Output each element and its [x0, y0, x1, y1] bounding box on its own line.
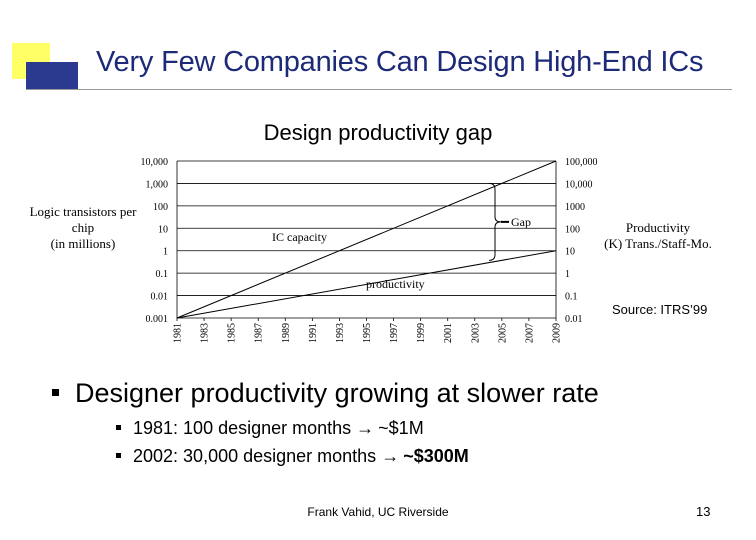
source-note: Source: ITRS’99: [612, 302, 708, 317]
right-tick-label: 10: [565, 247, 575, 258]
right-arrow-icon: →: [356, 418, 375, 438]
bullet-sub-1-value: ~$1M: [378, 418, 424, 438]
slide-title: Very Few Companies Can Design High-End I…: [96, 46, 704, 78]
title-divider: [26, 89, 732, 90]
right-tick-label: 10,000: [565, 179, 593, 190]
x-tick-label: 1997: [389, 323, 400, 343]
x-tick-label: 2005: [497, 323, 508, 343]
x-tick-label: 1991: [308, 323, 319, 343]
x-tick-label: 1995: [362, 323, 373, 343]
accent-blue-square: [26, 62, 78, 90]
right-tick-label: 1000: [565, 202, 585, 213]
square-bullet-icon: [52, 389, 59, 397]
left-axis-label-line: (in millions): [50, 236, 116, 251]
bullet-main: Designer productivity growing at slower …: [52, 378, 599, 409]
bullet-sub-2-value: ~$300M: [403, 446, 469, 466]
chart-annotations: IC capacity productivity Gap: [272, 182, 531, 291]
x-tick-label: 1981: [173, 323, 184, 343]
x-tick-label: 2001: [443, 323, 454, 343]
bullet-sub-2-text: 2002: 30,000 designer months: [133, 446, 382, 466]
page-number: 13: [696, 504, 711, 519]
footer: Frank Vahid, UC Riverside: [307, 505, 449, 519]
series-label: IC capacity: [272, 230, 327, 244]
left-tick-label: 1,000: [146, 179, 169, 190]
right-axis-label: Productivity (K) Trans./Staff-Mo.: [596, 220, 720, 252]
right-tick-label: 0.1: [565, 292, 578, 303]
chart-ticks: 10,000 100,000 1,000 10,000 100 1000 10 100 1 10 0…: [141, 157, 598, 343]
right-axis-label-line: (K) Trans./Staff-Mo.: [604, 236, 712, 251]
right-tick-label: 1: [565, 269, 570, 280]
right-tick-label: 0.01: [565, 314, 583, 325]
right-tick-label: 100,000: [565, 157, 598, 168]
bullet-sub-1-text: 1981: 100 designer months: [133, 418, 357, 438]
x-tick-label: 2009: [552, 323, 563, 343]
left-tick-label: 10: [158, 224, 168, 235]
chart-series: [176, 160, 557, 319]
left-tick-label: 0.1: [156, 269, 169, 280]
left-axis-label: Logic transistors per chip (in millions): [22, 204, 144, 252]
x-tick-label: 1985: [227, 323, 238, 343]
left-tick-label: 1: [163, 247, 168, 258]
x-tick-label: 1993: [335, 323, 346, 343]
gap-brace: [488, 182, 502, 261]
left-tick-label: 100: [153, 202, 168, 213]
left-tick-label: 10,000: [141, 157, 169, 168]
series-label: productivity: [366, 277, 425, 291]
bullet-sub-2: 2002: 30,000 designer months → ~$300M: [116, 446, 469, 467]
x-tick-label: 1987: [254, 323, 265, 343]
series-line: [176, 160, 557, 319]
series-line: [176, 250, 557, 319]
x-tick-label: 2007: [524, 323, 535, 343]
left-axis-label-line: chip: [71, 220, 95, 235]
x-tick-label: 1983: [200, 323, 211, 343]
x-tick-label: 1989: [281, 323, 292, 343]
square-bullet-icon: [116, 424, 121, 430]
left-tick-label: 0.001: [146, 314, 169, 325]
bullet-sub-1: 1981: 100 designer months → ~$1M: [116, 418, 424, 439]
bullet-main-text: Designer productivity growing at slower …: [75, 378, 599, 408]
chart-title: Design productivity gap: [263, 120, 493, 145]
square-bullet-icon: [116, 452, 121, 458]
left-tick-label: 0.01: [151, 292, 169, 303]
gap-label: Gap: [511, 215, 531, 229]
right-arrow-icon: →: [381, 446, 400, 466]
right-axis-label-line: Productivity: [625, 220, 691, 235]
x-tick-label: 2003: [470, 323, 481, 343]
left-axis-label-line: Logic transistors per: [29, 204, 137, 219]
right-tick-label: 100: [565, 224, 580, 235]
chart-grid: [176, 160, 557, 319]
x-tick-label: 1999: [416, 323, 427, 343]
